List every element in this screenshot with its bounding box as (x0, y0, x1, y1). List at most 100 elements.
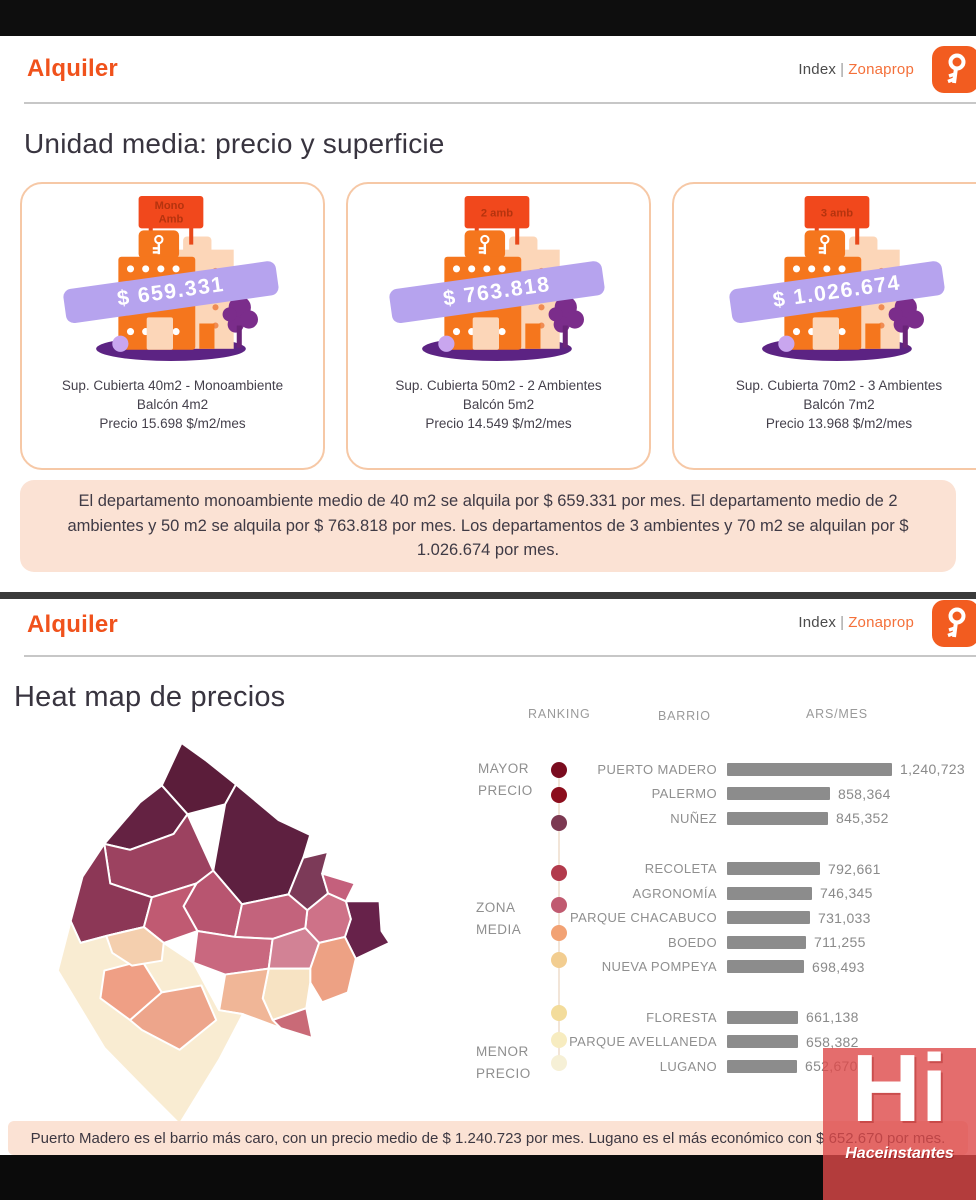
flag-label: 2 amb (480, 207, 512, 219)
barrio-label: PUERTO MADERO (597, 761, 717, 777)
column-header-ars: ARS/MES (806, 707, 868, 721)
bottom-summary-note: Puerto Madero es el barrio más caro, con… (8, 1121, 968, 1155)
caption-line: Precio 14.549 $/m2/mes (425, 416, 572, 432)
watermark-hi: Hi (851, 1035, 948, 1142)
price-bar (727, 960, 804, 973)
group-label-zona-media: ZONA MEDIA (476, 897, 521, 942)
watermark: Hi Haceinstantes (823, 1035, 976, 1200)
barrio-label: BOEDO (668, 934, 717, 950)
flag-label: Amb (158, 213, 183, 225)
barrio-label: PALERMO (651, 786, 717, 801)
price-value: 661,138 (806, 1009, 859, 1025)
separator: | (840, 61, 845, 78)
ranking-row: PARQUE AVELLANEDA 658,382 (470, 1030, 976, 1054)
building-illustration: 3 amb $ 1.026.674 (729, 196, 945, 361)
barrio-label: LUGANO (659, 1058, 717, 1074)
price-value: 845,352 (836, 810, 889, 826)
price-bar (727, 911, 810, 924)
watermark-brand: Haceinstantes (845, 1145, 954, 1162)
flag (464, 196, 529, 229)
legend-dot (551, 815, 567, 831)
caption-line: Balcón 5m2 (462, 397, 535, 413)
legend-dot (551, 1055, 567, 1071)
ranking-row: PUERTO MADERO 1,240,723 (470, 757, 976, 781)
price-bar (727, 935, 806, 949)
column-header-ranking: RANKING (528, 707, 591, 721)
flag-label: Mono (154, 200, 184, 212)
key-icon (478, 234, 489, 255)
ranking-row: NUEVA POMPEYA 698,493 (470, 955, 976, 979)
legend-dot (551, 952, 567, 968)
column-header-barrio: BARRIO (658, 709, 711, 723)
group-label-mayor: MAYOR PRECIO (478, 758, 533, 803)
caption-line: Sup. Cubierta 50m2 - 2 Ambientes (395, 378, 602, 393)
price-bar (727, 1059, 797, 1073)
flag (138, 196, 203, 229)
flag-label: 3 amb (821, 207, 853, 219)
price-bar (727, 811, 828, 825)
legend-dot (551, 865, 567, 881)
brand-title: Alquiler (27, 55, 118, 82)
price-bar (727, 787, 830, 800)
unit-cards: Mono Amb $ 659.331 Sup. Cubierta 40m2 - … (20, 182, 976, 470)
price-bar (727, 1035, 798, 1048)
unit-card-3amb: 3 amb $ 1.026.674 Sup. Cubierta 70m2 - 3… (672, 182, 976, 470)
card-caption: Sup. Cubierta 50m2 - 2 Ambientes Balcón … (395, 376, 601, 433)
barrio-label: FLORESTA (646, 1009, 717, 1025)
ranking-row: PARQUE CHACABUCO 731,033 (470, 906, 976, 930)
building-illustration: Mono Amb $ 659.331 (62, 196, 279, 361)
heatmap-bsas-map (56, 741, 391, 1126)
unit-card-2amb: 2 amb $ 763.818 Sup. Cubierta 50m2 - 2 A… (346, 182, 651, 470)
card-caption: Sup. Cubierta 40m2 - Monoambiente Balcón… (62, 376, 283, 433)
legend-dot (551, 897, 567, 913)
key-icon (152, 234, 163, 255)
group-label-line: MEDIA (476, 922, 522, 938)
price-value: 658,382 (806, 1033, 859, 1050)
brand-title: Alquiler (27, 611, 118, 638)
price-bar (727, 762, 892, 776)
group-label-line: MENOR (476, 1044, 529, 1059)
price-value: 1,240,723 (900, 761, 965, 777)
barrio-label: RECOLETA (644, 861, 717, 876)
price-bar (727, 862, 820, 875)
caption-line: Sup. Cubierta 70m2 - 3 Ambientes (735, 378, 943, 393)
legend-dot (551, 1005, 567, 1021)
zonaprop-logo[interactable] (932, 46, 976, 93)
flag (804, 196, 870, 229)
legend-dot (551, 787, 567, 803)
zonaprop-link[interactable]: Zonaprop (848, 61, 914, 78)
header-rule (24, 102, 976, 104)
group-label-menor: MENOR PRECIO (476, 1041, 531, 1086)
index-zonaprop-link[interactable]: Index | Zonaprop (798, 61, 914, 78)
zonaprop-logo[interactable] (932, 600, 976, 647)
legend-dot (551, 925, 567, 941)
caption-line: Balcón 4m2 (136, 397, 209, 413)
index-zonaprop-link[interactable]: Index | Zonaprop (798, 614, 914, 631)
price-value: 698,493 (812, 958, 865, 975)
section2-title: Heat map de precios (14, 681, 286, 713)
legend-dot (551, 1032, 567, 1048)
barrio-label: PARQUE AVELLANEDA (569, 1034, 717, 1049)
price-value: 746,345 (820, 885, 873, 901)
group-label-line: PRECIO (476, 1066, 531, 1082)
ranking-row: BOEDO 711,255 (470, 930, 976, 954)
summary-text: El departamento monoambiente medio de 40… (67, 491, 909, 560)
group-label-line: ZONA (476, 900, 516, 915)
unit-card-monoambiente: Mono Amb $ 659.331 Sup. Cubierta 40m2 - … (20, 182, 325, 470)
building-illustration: 2 amb $ 763.818 (388, 196, 605, 361)
price-value: 731,033 (818, 909, 871, 926)
zonaprop-link[interactable]: Zonaprop (848, 614, 914, 631)
section-divider (0, 592, 976, 599)
card-caption: Sup. Cubierta 70m2 - 3 Ambientes Balcón … (736, 376, 942, 433)
caption-line: Precio 13.968 $/m2/mes (765, 416, 913, 432)
bottom-black-bar (0, 1155, 976, 1200)
group-label-line: PRECIO (478, 783, 533, 799)
summary-note-units: El departamento monoambiente medio de 40… (20, 480, 956, 572)
index-label: Index (798, 614, 837, 631)
key-icon (946, 607, 965, 637)
svg-text:Mono Amb: Mono Amb (154, 200, 187, 225)
section1-title: Unidad media: precio y superficie (24, 128, 445, 159)
tree-icon (888, 296, 924, 348)
ranking-row: RECOLETA 792,661 (470, 857, 976, 881)
